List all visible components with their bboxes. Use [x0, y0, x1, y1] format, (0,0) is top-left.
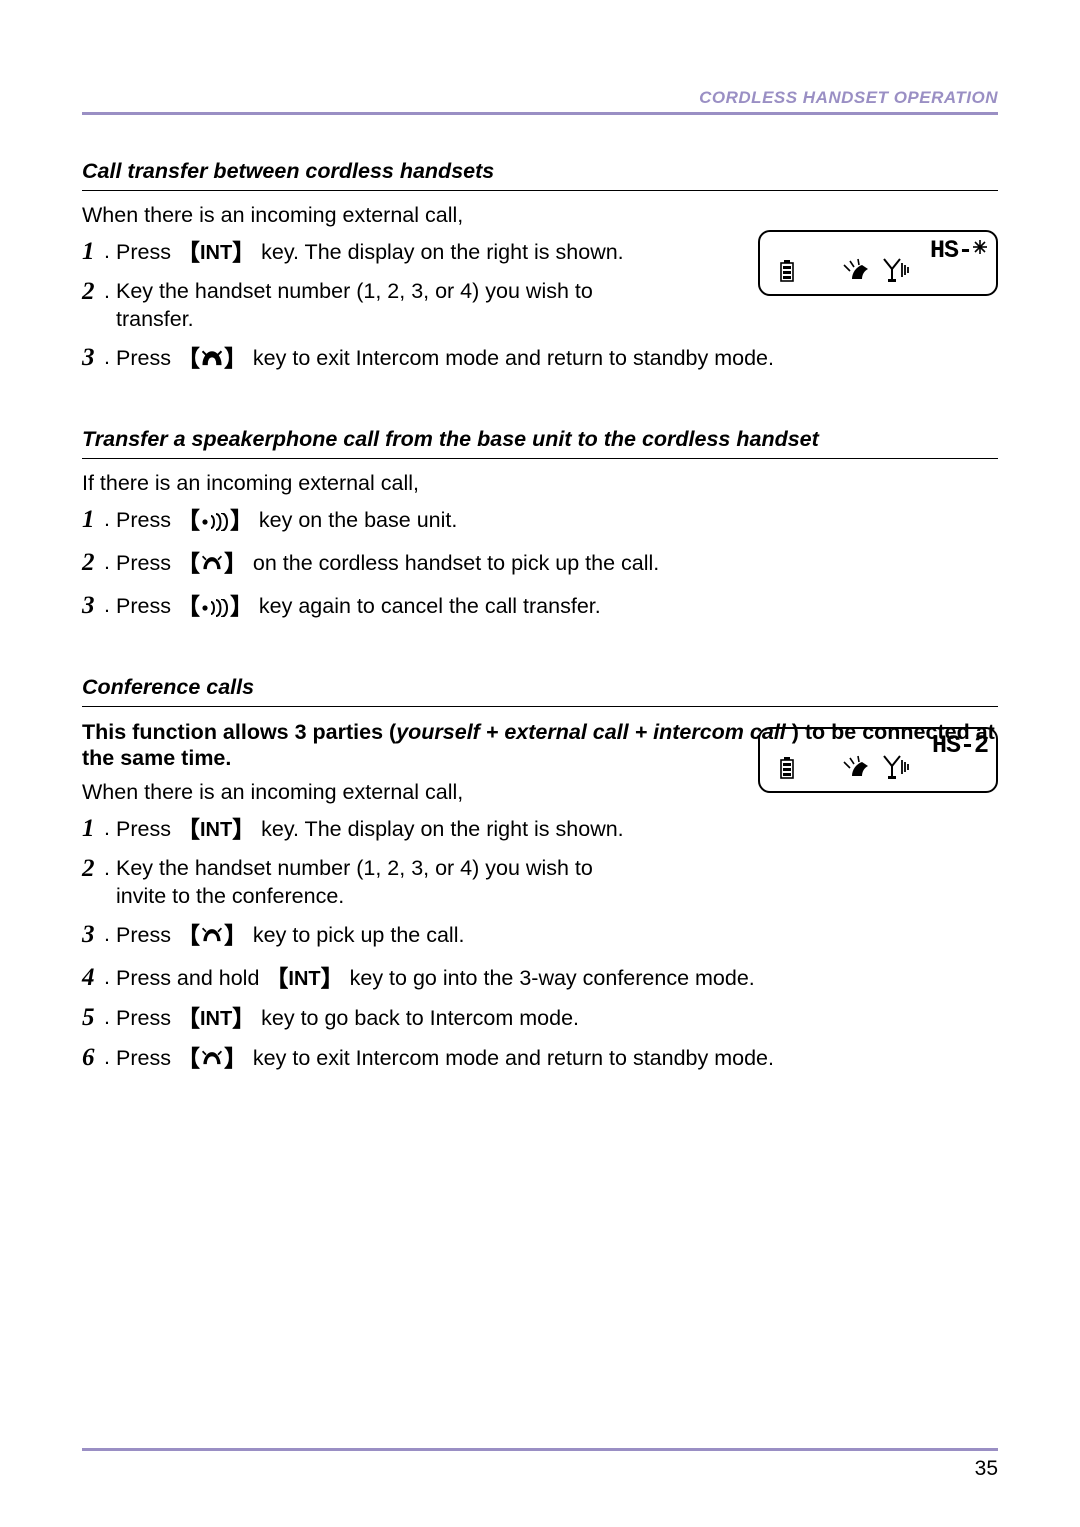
step-number: 5: [82, 1004, 104, 1032]
step-text: Press and hold 【INT】 key to go into the …: [116, 964, 998, 994]
int-key-label: INT: [288, 968, 320, 990]
section-speakerphone-transfer: Transfer a speakerphone call from the ba…: [82, 427, 998, 625]
step-5: 5. Press 【INT】 key to go back to Interco…: [82, 1004, 998, 1034]
step-text: Press 【INT】 key to go back to Intercom m…: [116, 1004, 998, 1034]
handset-off-icon: [200, 1049, 224, 1077]
speaker-icon: [200, 597, 230, 625]
step-text: Press 【】 key to exit Intercom mode and r…: [116, 1044, 998, 1077]
step-number: 1: [82, 238, 104, 266]
ringing-phone-icon: [840, 257, 876, 288]
step-number: 1: [82, 815, 104, 843]
display-screen-2: HS-2: [758, 727, 998, 793]
section-title: Conference calls: [82, 675, 998, 707]
asterisk-icon: [972, 234, 988, 263]
step-text: Press 【 】 key to exit Intercom mode and …: [116, 344, 998, 377]
antenna-icon: [880, 754, 910, 785]
step-6: 6. Press 【】 key to exit Intercom mode an…: [82, 1044, 998, 1077]
handset-off-icon: [200, 349, 224, 377]
step-number: 3: [82, 592, 104, 620]
step-3: 3. Press 【 】 key to exit Intercom mode a…: [82, 344, 998, 377]
section-title: Call transfer between cordless handsets: [82, 159, 998, 191]
int-key-label: INT: [200, 819, 232, 841]
step-number: 3: [82, 344, 104, 372]
step-text: Press 【】 key on the base unit.: [116, 506, 998, 539]
intro-text: When there is an incoming external call,: [82, 203, 998, 228]
step-3: 3. Press 【】 key to pick up the call.: [82, 921, 998, 954]
step-1: 1. Press 【INT】 key. The display on the r…: [82, 815, 998, 845]
page-header: CORDLESS HANDSET OPERATION: [82, 88, 998, 115]
int-key-label: INT: [200, 242, 232, 264]
step-number: 3: [82, 921, 104, 949]
step-text: Press 【】 key to pick up the call.: [116, 921, 998, 954]
step-1: 1. Press 【】 key on the base unit.: [82, 506, 998, 539]
handset-off-icon: [200, 554, 224, 582]
ringing-phone-icon: [840, 754, 876, 785]
step-4: 4. Press and hold 【INT】 key to go into t…: [82, 964, 998, 994]
page-footer: 35: [82, 1448, 998, 1481]
step-number: 6: [82, 1044, 104, 1072]
section-title: Transfer a speakerphone call from the ba…: [82, 427, 998, 459]
step-text: Press 【INT】 key. The display on the righ…: [116, 238, 626, 268]
antenna-icon: [880, 257, 910, 288]
step-number: 2: [82, 278, 104, 306]
step-text: Press 【】 on the cordless handset to pick…: [116, 549, 998, 582]
step-text: Key the handset number (1, 2, 3, or 4) y…: [116, 278, 626, 334]
speaker-icon: [200, 511, 230, 539]
handset-off-icon: [200, 926, 224, 954]
page-number: 35: [975, 1457, 998, 1480]
step-2: 2. Key the handset number (1, 2, 3, or 4…: [82, 855, 998, 911]
step-number: 4: [82, 964, 104, 992]
step-number: 2: [82, 549, 104, 577]
step-text: Press 【INT】 key. The display on the righ…: [116, 815, 626, 845]
step-number: 2: [82, 855, 104, 883]
battery-icon: [778, 756, 796, 785]
battery-icon: [778, 259, 796, 288]
step-2: 2. Press 【】 on the cordless handset to p…: [82, 549, 998, 582]
header-text: CORDLESS HANDSET OPERATION: [699, 88, 998, 107]
step-text: Press 【】 key again to cancel the call tr…: [116, 592, 998, 625]
step-text: Key the handset number (1, 2, 3, or 4) y…: [116, 855, 626, 911]
display-screen-1: HS-: [758, 230, 998, 296]
step-3: 3. Press 【】 key again to cancel the call…: [82, 592, 998, 625]
int-key-label: INT: [200, 1008, 232, 1030]
intro-text: If there is an incoming external call,: [82, 471, 998, 496]
step-number: 1: [82, 506, 104, 534]
